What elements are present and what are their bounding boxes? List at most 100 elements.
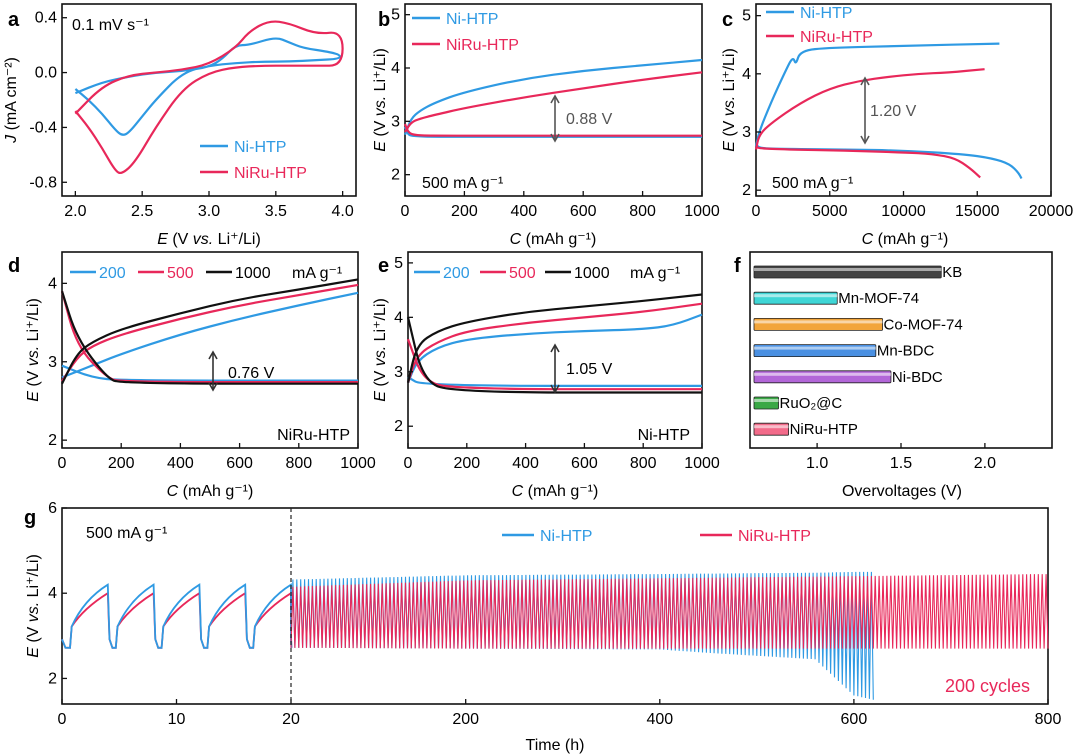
panel-g-plot bbox=[61, 571, 1049, 700]
panel-c-series-1 bbox=[754, 42, 1000, 147]
panel-e-xtick-label: 600 bbox=[571, 455, 598, 472]
panel-c-ylabel-symbol: E bbox=[721, 141, 738, 152]
panel-f-bar-label-2: Co-MOF-74 bbox=[884, 316, 963, 333]
panel-a-legend-nihtp: Ni-HTP bbox=[234, 139, 286, 156]
panel-b-ticks: 0 200 400 600 800 1000 2 3 4 5 bbox=[391, 7, 720, 220]
panel-e-legend-500: 500 bbox=[509, 265, 536, 282]
panel-c-xlabel-unit: (mAh g⁻¹) bbox=[873, 231, 948, 248]
panel-a-ytick-label: -0.8 bbox=[29, 174, 57, 191]
panel-e-xtick-label: 800 bbox=[630, 455, 657, 472]
panel-f-xtick-label: 1.0 bbox=[806, 455, 828, 472]
panel-f-bar-6 bbox=[753, 422, 789, 436]
panel-b-annotation: 500 mA g⁻¹ bbox=[422, 175, 503, 192]
panel-c-ylabel-vs: vs. bbox=[721, 96, 738, 116]
panel-c-xlabel: C (mAh g⁻¹) bbox=[862, 231, 949, 248]
panel-c-annotation: 500 mA g⁻¹ bbox=[772, 175, 853, 192]
panel-c-xtick-label: 10000 bbox=[881, 203, 926, 220]
panel-a-plot bbox=[74, 20, 344, 175]
panel-b-ytick-label: 5 bbox=[391, 7, 400, 24]
panel-f-bar-shine-0 bbox=[754, 268, 942, 271]
panel-b-ylabel-symbol: E bbox=[372, 141, 389, 152]
panel-e-ytick-label: 2 bbox=[394, 418, 403, 435]
panel-b-frame bbox=[404, 3, 703, 197]
panel-c-ylabel-part: (V bbox=[721, 116, 738, 141]
panel-e-series-3 bbox=[406, 302, 703, 384]
panel-b-gap-arrow-head-bottom bbox=[550, 133, 560, 143]
panel-g-ticks: 0 10 20 200 400 600 800 2 4 6 bbox=[48, 500, 1061, 728]
panel-e-ticks: 0 200 400 600 800 1000 2 3 4 5 bbox=[394, 255, 720, 472]
panel-c-legend-nihtp: Ni-HTP bbox=[800, 5, 852, 22]
panel-a-series-1 bbox=[74, 20, 344, 175]
panel-e-series-1 bbox=[406, 313, 703, 384]
panel-c-ylabel: E (V vs. Li⁺/Li) bbox=[721, 48, 738, 152]
panel-a: a 0.1 mV s⁻¹ 2.0 2.5 3.0 3.5 4.0 0.4 0.0 -0.4 -0… bbox=[3, 3, 357, 248]
panel-e-xtick-label: 1000 bbox=[684, 455, 720, 472]
panel-e-ylabel-part: (V bbox=[372, 366, 389, 391]
panel-g-ylabel-symbol: E bbox=[25, 647, 42, 658]
panel-c-ylabel-unit: Li⁺/Li) bbox=[721, 48, 738, 96]
panel-e: e 0 200 400 600 800 1000 2 3 4 5 200 500 1000 mA … bbox=[372, 251, 720, 500]
panel-c-ytick-label: 3 bbox=[742, 124, 751, 141]
panel-g-xtick-label: 600 bbox=[841, 711, 868, 728]
panel-f: f KB Mn-MOF-74 Co-MOF-74 Mn-BDC Ni-BDC RuO₂@C… bbox=[734, 251, 1053, 500]
panel-g-cycles-label: 200 cycles bbox=[945, 676, 1030, 696]
panel-f-bar-1 bbox=[753, 291, 838, 305]
panel-e-series-2 bbox=[406, 338, 702, 391]
panel-f-bar-shine-1 bbox=[754, 294, 838, 298]
panel-letter-a: a bbox=[8, 9, 20, 31]
panel-f-bar-label-4: Ni-BDC bbox=[892, 369, 943, 386]
panel-b-ylabel-part: (V bbox=[372, 116, 389, 141]
panel-e-legend-1000: 1000 bbox=[574, 265, 610, 282]
panel-e-ytick-label: 3 bbox=[394, 364, 403, 381]
panel-g-xtick-label: 0 bbox=[58, 711, 67, 728]
panel-a-xlabel-symbol: E bbox=[157, 231, 168, 248]
panel-d-ytick-label: 3 bbox=[48, 354, 57, 371]
panel-f-bar-label-6: NiRu-HTP bbox=[790, 421, 858, 438]
panel-e-xtick-label: 0 bbox=[404, 455, 413, 472]
panel-a-xtick-label: 2.5 bbox=[131, 203, 153, 220]
panel-e-xlabel-symbol: C bbox=[512, 483, 524, 500]
panel-a-xlabel-part: (V bbox=[168, 231, 193, 248]
panel-letter-f: f bbox=[734, 255, 741, 277]
panel-c-series-3 bbox=[754, 68, 985, 150]
panel-a-ytick-label: 0.4 bbox=[35, 10, 57, 27]
panel-d-series-4 bbox=[60, 290, 358, 385]
panel-letter-d: d bbox=[8, 255, 20, 277]
panel-g-ytick-label: 6 bbox=[48, 500, 57, 517]
panel-a-legend-niruhtp: NiRu-HTP bbox=[234, 165, 307, 182]
panel-b-xtick-label: 600 bbox=[570, 203, 597, 220]
panel-d-xtick-label: 0 bbox=[58, 455, 67, 472]
panel-d-ylabel-unit: Li⁺/Li) bbox=[25, 298, 42, 346]
panel-d-xtick-label: 1000 bbox=[340, 455, 376, 472]
panel-g-series-NiRu-HTP bbox=[290, 574, 1049, 649]
panel-d-gap-arrow-head-top bbox=[208, 350, 218, 360]
panel-d-xlabel: C (mAh g⁻¹) bbox=[167, 483, 254, 500]
panel-b-xlabel-unit: (mAh g⁻¹) bbox=[521, 231, 596, 248]
panel-c: c 0 5000 10000 15000 20000 2 3 4 5 Ni-HTP NiRu-H… bbox=[721, 3, 1073, 248]
panel-letter-b: b bbox=[378, 9, 390, 31]
panel-b-series-1 bbox=[403, 58, 703, 136]
panel-f-bar-4 bbox=[753, 370, 892, 384]
panel-a-ylabel-unit: (mA cm⁻²) bbox=[3, 57, 20, 135]
panel-c-xtick-label: 0 bbox=[752, 203, 761, 220]
panel-b-xtick-label: 0 bbox=[401, 203, 410, 220]
panel-d-plot bbox=[60, 278, 359, 392]
panel-e-gap-arrow-head-bottom bbox=[550, 384, 560, 394]
panel-f-bar-shine-6 bbox=[754, 425, 789, 429]
panel-b-plot bbox=[403, 58, 703, 143]
panel-g-ylabel: E (V vs. Li⁺/Li) bbox=[25, 554, 42, 658]
panel-a-xtick-label: 3.0 bbox=[198, 203, 220, 220]
panel-g-legend-nihtp: Ni-HTP bbox=[540, 528, 592, 545]
panel-e-annotation: Ni-HTP bbox=[638, 427, 690, 444]
panel-b-series-3 bbox=[404, 71, 703, 133]
panel-b-xtick-label: 1000 bbox=[684, 203, 720, 220]
panel-f-bar-label-0: KB bbox=[942, 264, 962, 281]
panel-d-series-5 bbox=[61, 278, 359, 385]
panel-d-xlabel-symbol: C bbox=[167, 483, 179, 500]
panel-f-bar-label-3: Mn-BDC bbox=[877, 343, 935, 360]
panel-g-xlabel: Time (h) bbox=[526, 737, 585, 754]
panel-f-bar-shine-3 bbox=[754, 346, 876, 350]
panel-f-bar-shine-4 bbox=[754, 372, 891, 376]
panel-g-xtick-label: 800 bbox=[1035, 711, 1062, 728]
